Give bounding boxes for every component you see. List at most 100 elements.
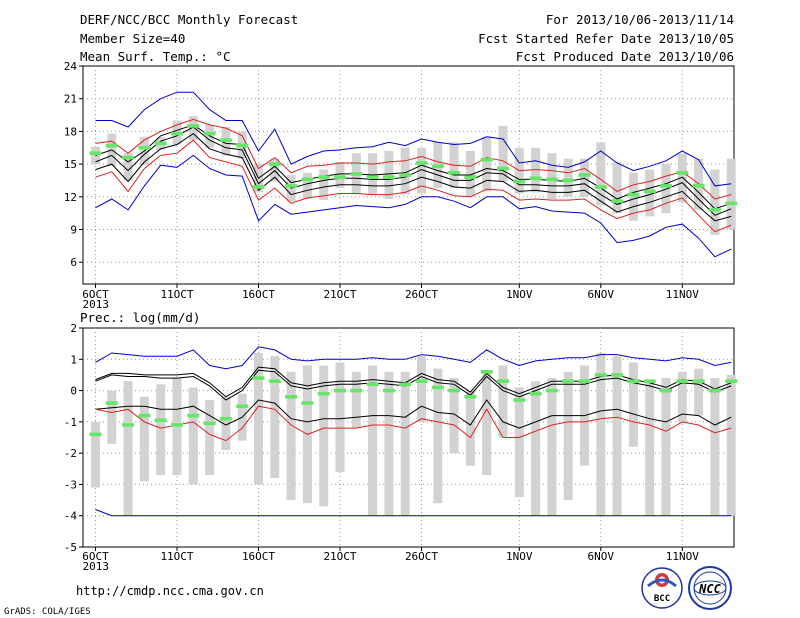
- series-lower-band-line: [95, 405, 732, 442]
- median-marker: [464, 175, 477, 179]
- y-tick-label: -3: [64, 478, 77, 491]
- spread-box: [628, 172, 638, 221]
- series-lower-line: [95, 132, 732, 222]
- median-marker: [252, 376, 265, 380]
- median-marker: [236, 404, 249, 409]
- spread-box: [417, 356, 426, 422]
- x-year-label: 2013: [83, 560, 110, 573]
- spread-box: [726, 374, 736, 516]
- spread-box: [335, 362, 345, 472]
- spread-box: [612, 356, 622, 516]
- median-marker: [171, 423, 183, 427]
- median-marker: [187, 124, 200, 128]
- median-marker: [122, 155, 135, 160]
- median-marker: [285, 395, 298, 399]
- median-marker: [89, 432, 102, 437]
- series-min-line: [95, 509, 732, 517]
- median-marker: [725, 379, 738, 383]
- median-marker: [415, 379, 428, 383]
- median-marker: [334, 388, 346, 393]
- spread-box: [139, 396, 149, 482]
- median-marker: [382, 388, 395, 393]
- x-tick-label: 1NOV: [506, 550, 533, 563]
- median-marker: [497, 166, 509, 171]
- median-marker: [154, 141, 167, 146]
- median-marker: [317, 391, 330, 396]
- median-marker: [611, 373, 624, 377]
- median-marker: [594, 185, 607, 189]
- series-upper-line: [95, 366, 732, 398]
- member-size: Member Size=40: [80, 31, 185, 46]
- spread-box: [563, 371, 573, 501]
- median-marker: [350, 172, 363, 176]
- y-tick-label: 24: [64, 60, 78, 73]
- spread-box: [205, 399, 215, 476]
- median-marker: [236, 143, 249, 148]
- median-marker: [89, 151, 102, 155]
- median-marker: [366, 382, 379, 387]
- median-marker: [480, 157, 493, 162]
- median-marker: [138, 145, 151, 150]
- median-marker: [480, 370, 493, 374]
- x-tick-label: 26OCT: [405, 550, 438, 563]
- prec-panel-title: Prec.: log(mm/d): [80, 310, 200, 325]
- spread-box: [661, 378, 671, 516]
- spread-box: [677, 371, 687, 422]
- spread-box: [547, 153, 557, 199]
- median-marker: [334, 175, 346, 179]
- spread-box: [123, 153, 133, 181]
- ncc-logo-text: NCC: [698, 582, 721, 596]
- median-marker: [578, 173, 591, 177]
- spread-box: [482, 136, 492, 192]
- chart-title: DERF/NCC/BCC Monthly Forecast: [80, 12, 298, 27]
- median-marker: [366, 175, 379, 179]
- y-tick-label: -5: [64, 541, 77, 554]
- x-tick-label: 21OCT: [323, 550, 356, 563]
- median-marker: [105, 401, 118, 405]
- median-marker: [708, 208, 721, 212]
- spread-box: [596, 142, 606, 206]
- x-tick-label: 11OCT: [160, 288, 193, 301]
- median-marker: [301, 177, 314, 182]
- spread-box: [319, 169, 329, 201]
- median-marker: [529, 176, 542, 181]
- median-marker: [219, 416, 232, 421]
- median-marker: [513, 179, 526, 184]
- spread-box: [449, 378, 459, 454]
- spread-box: [726, 158, 736, 230]
- spread-box: [563, 158, 573, 197]
- median-marker: [399, 173, 412, 177]
- median-marker: [529, 391, 542, 396]
- spread-box: [123, 381, 133, 516]
- grads-credit: GrADS: COLA/IGES: [4, 607, 91, 617]
- median-marker: [431, 164, 444, 169]
- y-tick-label: 15: [64, 158, 77, 171]
- median-marker: [562, 178, 575, 183]
- x-tick-label: 16OCT: [242, 288, 275, 301]
- spread-box: [286, 371, 296, 501]
- series-min-line: [95, 154, 732, 258]
- median-marker: [660, 184, 672, 188]
- series-lower-band-line: [95, 139, 732, 233]
- y-tick-label: 18: [64, 125, 77, 138]
- series-mean-line: [95, 369, 732, 401]
- y-tick-label: -2: [64, 447, 77, 460]
- spread-box: [580, 158, 589, 197]
- median-marker: [497, 379, 509, 383]
- median-marker: [252, 185, 265, 189]
- median-marker: [448, 388, 461, 393]
- median-marker: [219, 138, 232, 142]
- median-marker: [708, 388, 721, 393]
- median-marker: [203, 421, 216, 426]
- spread-box: [368, 153, 378, 195]
- median-marker: [545, 177, 558, 182]
- spread-box: [465, 390, 475, 466]
- spread-box: [400, 371, 410, 516]
- median-marker: [627, 379, 640, 383]
- x-year-label: 2013: [83, 298, 110, 311]
- spread-box: [710, 169, 720, 235]
- bcc-logo: BCC: [641, 567, 683, 609]
- spread-box: [270, 356, 280, 479]
- series-upper-line: [95, 124, 732, 210]
- median-marker: [676, 379, 689, 383]
